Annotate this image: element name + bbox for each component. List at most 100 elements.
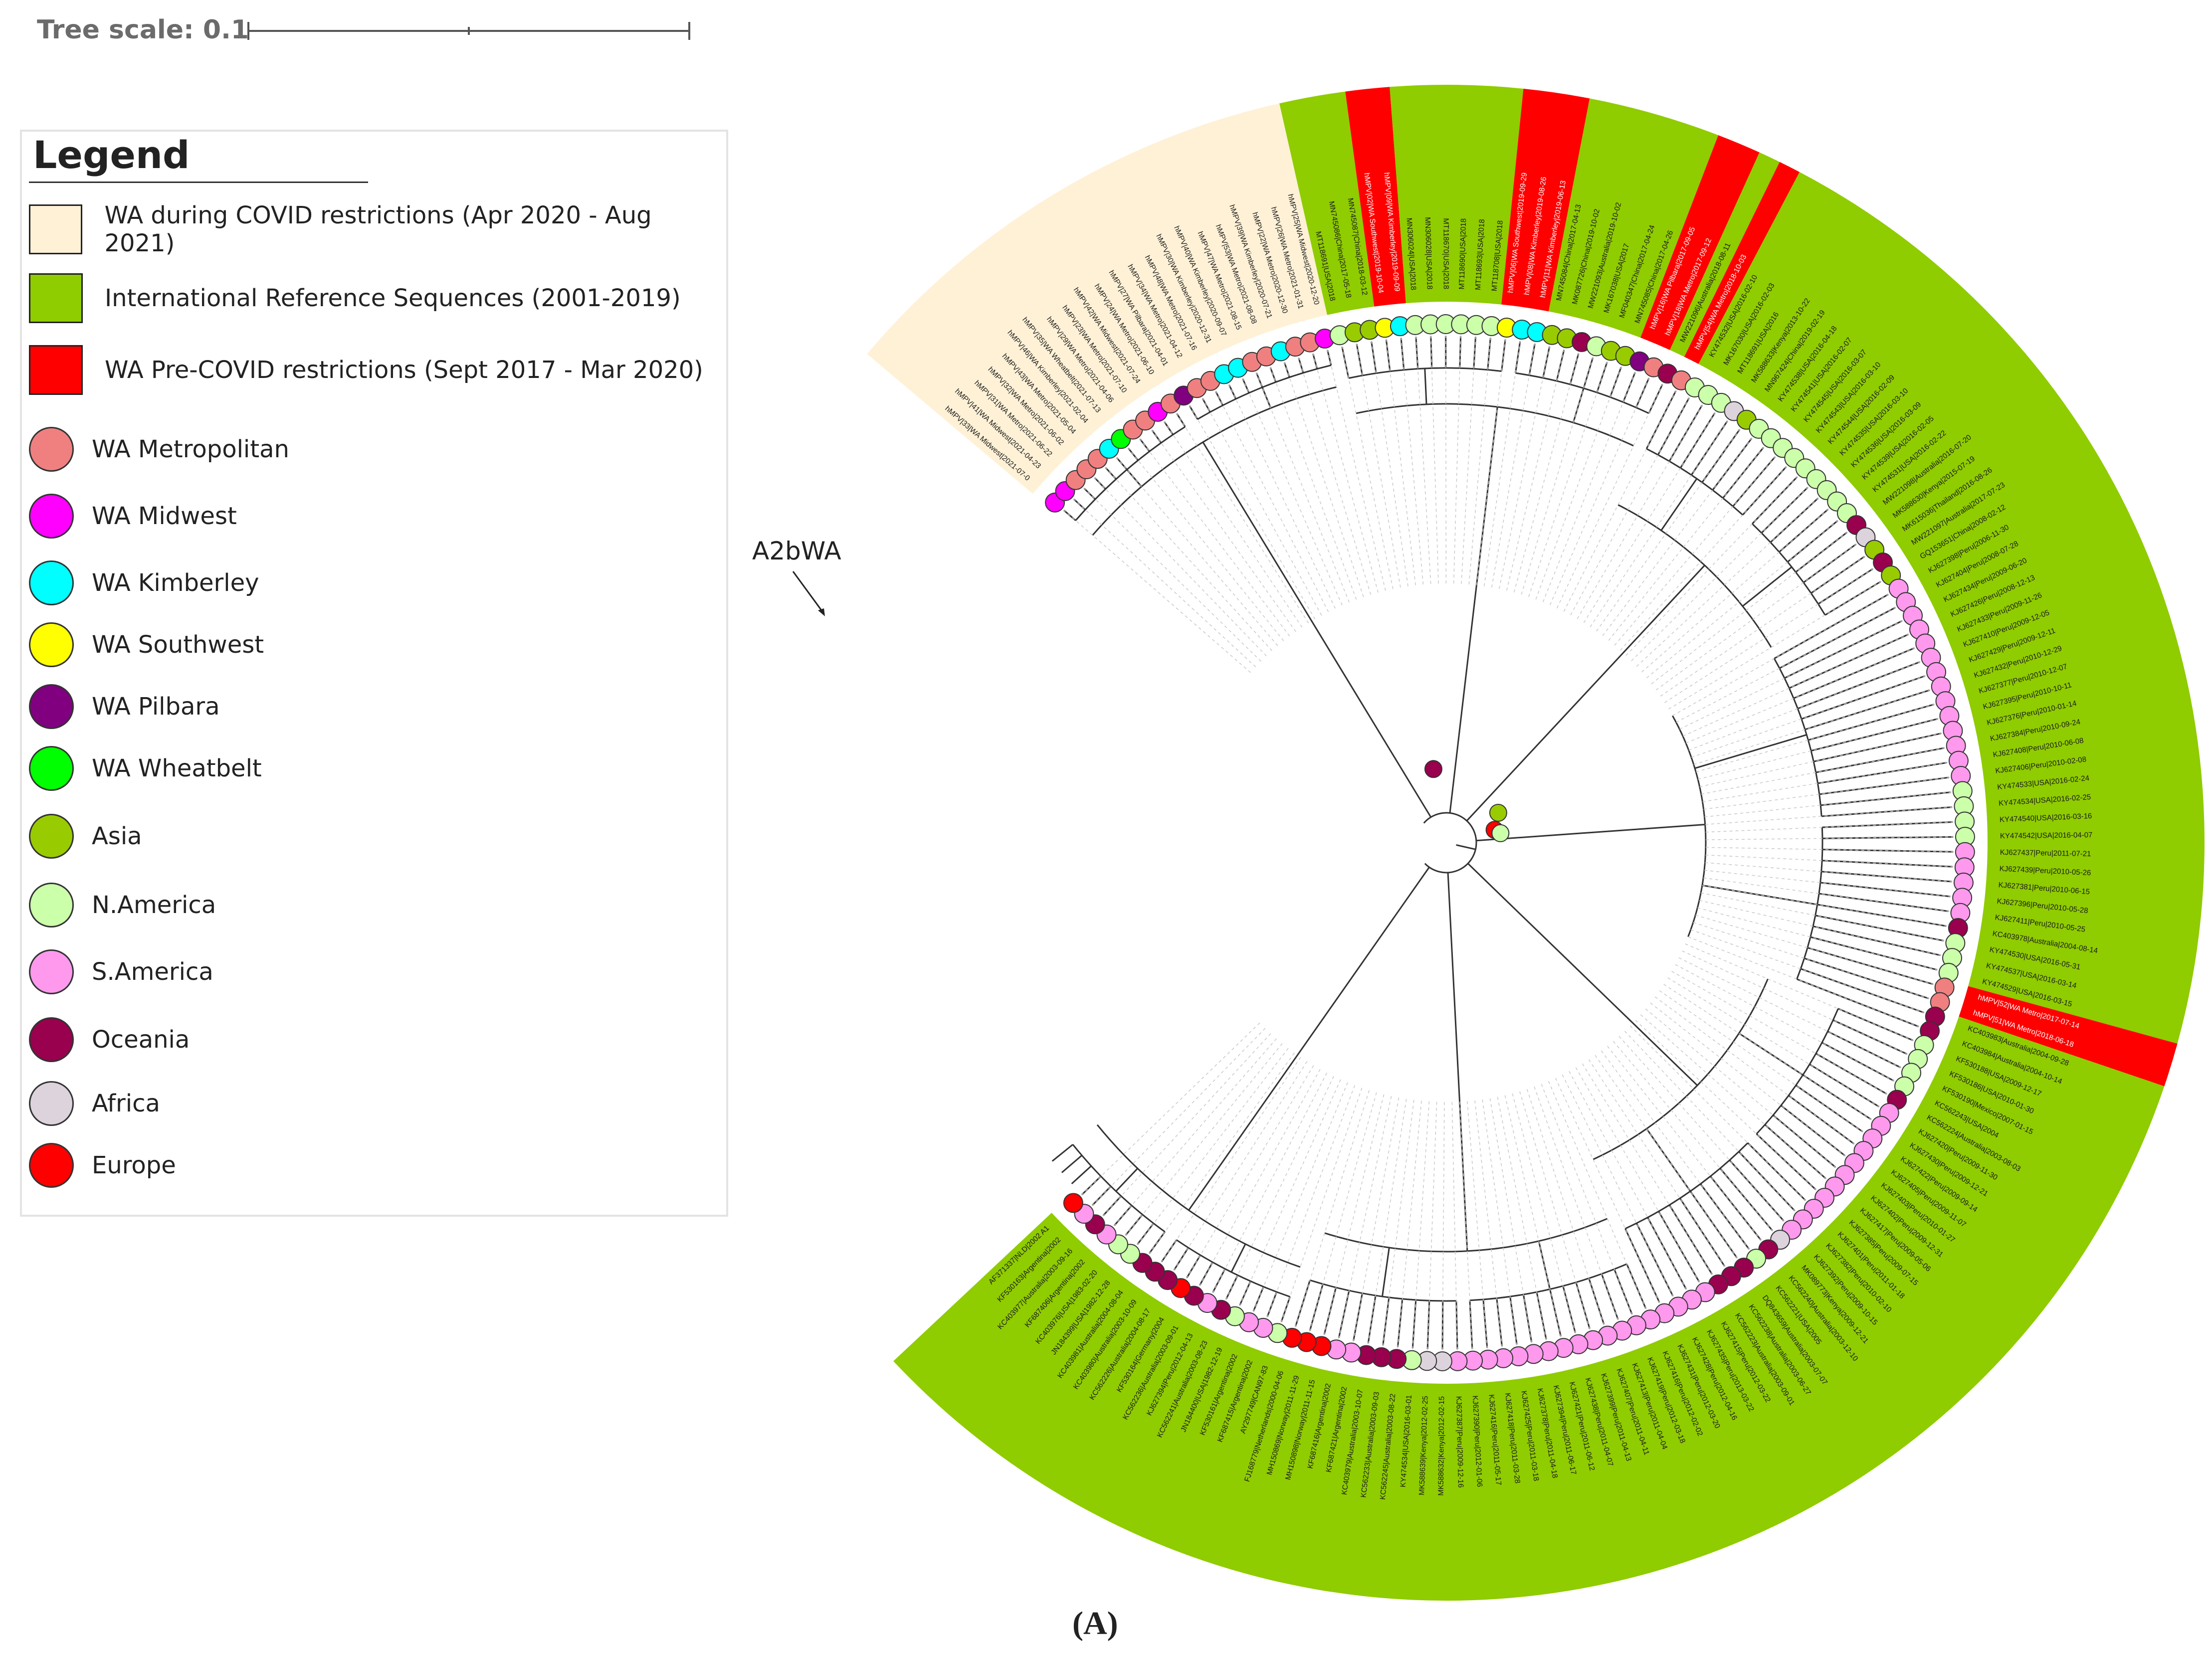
tip-guide: [1535, 366, 1622, 600]
branch-arc: [1646, 448, 1744, 516]
tip-guide: [1225, 1076, 1334, 1300]
branch-segment: [1556, 350, 1565, 381]
tip-guide: [1655, 543, 1857, 691]
internal-node-marker: [1489, 804, 1507, 822]
legend-label: Europe: [92, 1151, 176, 1179]
tip-guide: [1309, 1092, 1377, 1332]
branch-segment: [1456, 844, 1476, 850]
tip-guide: [1327, 349, 1386, 591]
tip-region-markers: [1045, 314, 1975, 1371]
branch-segment: [1648, 384, 1663, 414]
tip-guide: [1497, 1097, 1547, 1341]
international-swatch: [29, 273, 83, 323]
tip-guide: [1641, 508, 1829, 673]
wa-kimberley-dot: [29, 560, 74, 605]
tip-guide: [1555, 1078, 1660, 1303]
tip-guide: [1127, 447, 1284, 641]
wa-covid-swatch: [29, 204, 83, 254]
tip-guide: [1427, 1102, 1437, 1350]
legend-item-wa-pilbara: WA Pilbara: [29, 684, 220, 729]
branch-arc: [1593, 978, 1769, 1160]
branch-arc: [1197, 365, 1332, 420]
wa-metropolitan-dot: [29, 427, 74, 472]
tip-guide: [1482, 1099, 1518, 1346]
internal-node-marker: [1424, 760, 1442, 778]
branch-segment: [1424, 368, 1427, 404]
branch-segment: [1230, 1244, 1246, 1273]
tip-guide: [1139, 438, 1290, 637]
branch-arc: [1072, 1144, 1166, 1233]
branch-segment: [1609, 367, 1622, 397]
band-segment-pre: [1640, 135, 1760, 350]
branch-segment: [1694, 734, 1807, 769]
legend-item-asia: Asia: [29, 814, 142, 859]
tip-label: KJ627387|Peru|2009-12-16: [1454, 1396, 1465, 1488]
band-segment-pre: [1959, 986, 2178, 1087]
legend-label: WA Kimberley: [92, 569, 259, 597]
tip-guide: [1629, 1025, 1807, 1202]
band-segment-intl: [1698, 172, 2205, 1044]
tip-guide: [1063, 509, 1251, 673]
tip-guide: [1451, 1102, 1458, 1350]
tip-guide: [1570, 396, 1690, 615]
tip-guide: [1255, 371, 1350, 603]
branch-segment: [1385, 340, 1391, 371]
band-segment-pre: [1501, 88, 1590, 312]
band-segment-intl: [1670, 152, 1780, 357]
legend-label: Oceania: [92, 1026, 190, 1054]
tip-guide: [1528, 361, 1608, 597]
tip-guide: [1582, 1063, 1713, 1276]
band-segment-pre: [1684, 162, 1800, 364]
tip-guide: [1526, 1089, 1605, 1325]
branch-segment: [1473, 337, 1476, 369]
tip-guide: [1151, 429, 1296, 632]
legend-item-africa: Africa: [29, 1081, 160, 1126]
legend-item-wa-midwest: WA Midwest: [29, 494, 237, 539]
tip-guide: [1550, 377, 1650, 605]
branch-segment: [1501, 339, 1506, 371]
legend-item-europe: Europe: [29, 1143, 176, 1188]
legend-item-wa-precovid: WA Pre-COVID restrictions (Sept 2017 - M…: [29, 345, 703, 395]
tip-guide: [1556, 383, 1663, 608]
tip-label: MK588632|Kenya|2012-02-15: [1437, 1396, 1446, 1496]
legend-label: S.America: [92, 958, 213, 986]
tip-guide: [1660, 555, 1866, 697]
legend-label: WA Wheatbelt: [92, 754, 262, 782]
legend-item-oceania: Oceania: [29, 1017, 190, 1062]
branch-segment: [1528, 344, 1536, 375]
branch-segment: [1447, 872, 1468, 1252]
tip-guide: [1596, 428, 1741, 632]
wa-pilbara-dot: [29, 684, 74, 729]
branch-arc: [1773, 658, 1822, 817]
tip-guide: [1636, 497, 1819, 667]
branch-segment: [1702, 885, 1817, 906]
branch-segment: [1476, 823, 1705, 842]
wa-wheatbelt-dot: [29, 746, 74, 791]
tip-guide: [1113, 1038, 1277, 1227]
branch-segment: [1071, 1165, 1092, 1185]
branch-segment: [1635, 377, 1650, 408]
legend-label: N.America: [92, 891, 216, 919]
africa-dot: [29, 1081, 74, 1126]
branch-segment: [1381, 1247, 1390, 1297]
tip-label: MN306028|USA|2018: [1423, 217, 1433, 290]
tip-guide: [1338, 1096, 1392, 1339]
tip-guide: [1453, 335, 1461, 584]
tip-marker: [1063, 1193, 1083, 1213]
tip-guide: [1148, 1052, 1295, 1255]
legend-label: WA Pre-COVID restrictions (Sept 2017 - M…: [105, 356, 703, 384]
tip-guide: [1341, 346, 1394, 589]
tip-guide: [1506, 349, 1565, 591]
branch-segment: [1467, 863, 1698, 1086]
band-segment-covid: [867, 103, 1327, 494]
branch-arc: [1756, 1008, 1839, 1135]
tip-guide: [1298, 357, 1372, 595]
branch-arc: [1752, 523, 1826, 616]
branch-segment: [1742, 566, 1793, 607]
legend-label: Asia: [92, 822, 142, 850]
tip-guide: [1083, 487, 1261, 662]
tip-guide: [1353, 1098, 1400, 1342]
branch-segment: [1449, 406, 1498, 813]
tip-guide: [1631, 486, 1809, 661]
internal-node-marker: [1491, 824, 1510, 842]
